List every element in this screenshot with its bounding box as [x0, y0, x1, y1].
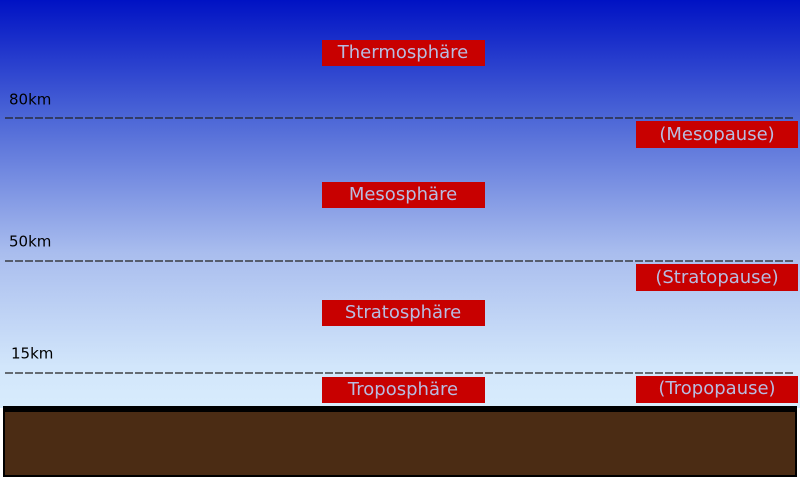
pause-box [636, 264, 798, 291]
ground-line [3, 406, 797, 412]
layer-box [322, 182, 485, 208]
layer-box [322, 40, 485, 66]
pause-label: (Stratopause) [655, 267, 778, 288]
layer-label: Mesosphäre [349, 184, 457, 205]
ground [3, 410, 797, 477]
pause-label: (Mesopause) [659, 124, 774, 145]
altitude-label: 15km [11, 345, 53, 363]
layer-label: Troposphäre [347, 379, 458, 400]
altitude-label: 50km [9, 233, 51, 251]
layer-box [322, 377, 485, 403]
pause-label: (Tropopause) [658, 378, 775, 399]
pause-box [636, 376, 798, 403]
layer-box [322, 300, 485, 326]
pause-box [636, 121, 798, 148]
altitude-label: 80km [9, 91, 51, 109]
layer-label: Stratosphäre [345, 302, 461, 323]
layer-label: Thermosphäre [337, 42, 468, 63]
